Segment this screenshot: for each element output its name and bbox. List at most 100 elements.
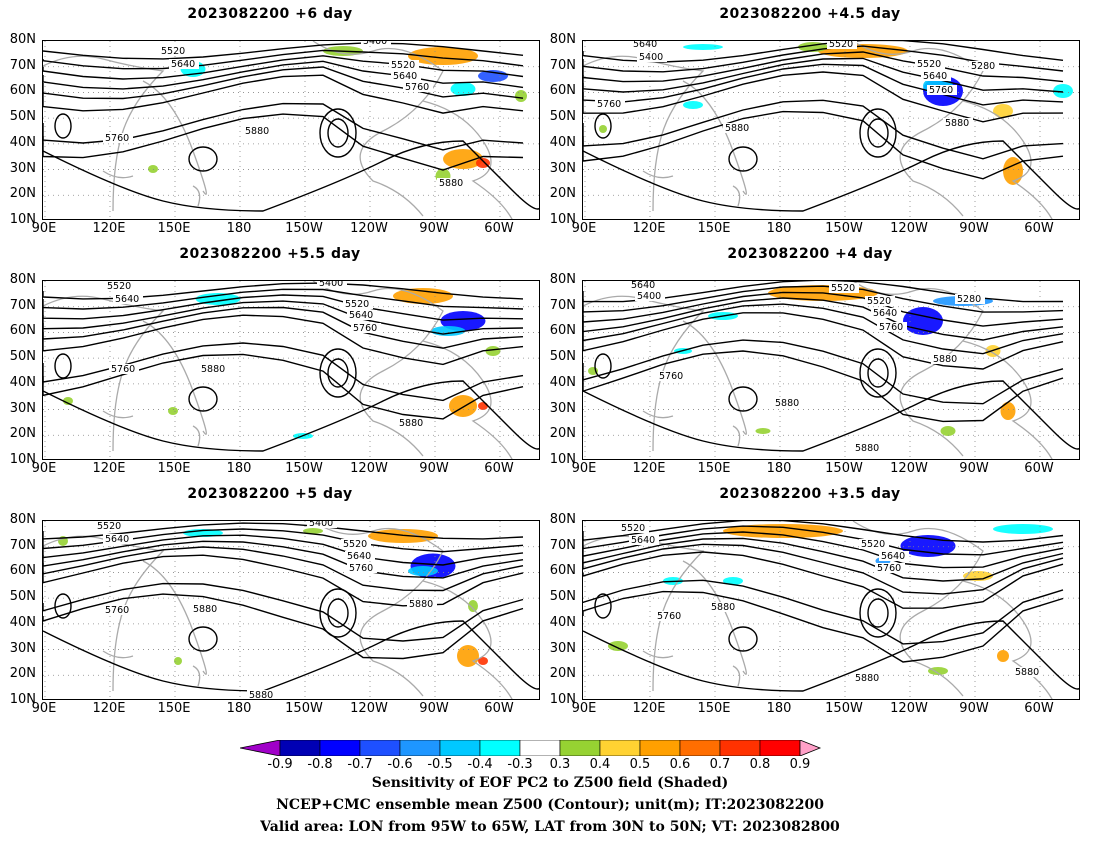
colorbar-tick-label: -0.6 [387, 757, 413, 772]
sensitivity-shading [148, 165, 158, 173]
z500-contour [583, 543, 1064, 595]
contour-label-bg [921, 71, 951, 81]
colorbar-tick-label: -0.5 [427, 757, 453, 772]
contour-label: 5520 [829, 41, 853, 50]
sensitivity-shading [168, 407, 178, 415]
contour-label: 5400 [363, 41, 387, 47]
contour-label-bg [629, 535, 659, 545]
contour-label: 5760 [349, 563, 373, 574]
contour-label: 5880 [855, 443, 879, 454]
z500-contour [583, 537, 1064, 582]
lat-tick-label: 40N [549, 614, 576, 630]
lat-tick-label: 60N [549, 563, 576, 579]
z500-contour [583, 57, 1064, 93]
lon-tick-label: 150W [825, 221, 863, 236]
contour-label-bg [389, 60, 419, 70]
contour-label: 5520 [861, 539, 885, 550]
contour-label: 5640 [881, 551, 905, 562]
z500-contour [43, 582, 524, 642]
coastline [962, 580, 1053, 699]
z500-closed-contour [594, 113, 612, 139]
lon-tick-label: 150E [697, 701, 731, 716]
lat-tick-label: 10N [9, 212, 36, 227]
z500-contour [583, 99, 1064, 160]
contour-label: 5760 [105, 605, 129, 616]
z500-contour [583, 590, 1064, 663]
contour-label: 5400 [319, 281, 343, 289]
colorbar-segment [679, 740, 721, 756]
contour-label-bg [637, 52, 667, 62]
contour-label: 5880 [249, 690, 273, 700]
lon-tick-label: 120W [890, 701, 928, 716]
contour-label-bg [247, 690, 277, 699]
contour-label-bg [927, 85, 957, 95]
coastline [142, 560, 207, 675]
colorbar [240, 740, 822, 756]
sensitivity-shading [457, 645, 479, 667]
z500-closed-contour [327, 358, 349, 388]
z500-contour [583, 71, 1064, 123]
lat-tick-label: 30N [549, 400, 576, 416]
contour-label: 5640 [115, 294, 139, 305]
lat-tick-label: 70N [549, 57, 576, 73]
contour-label: 5640 [873, 308, 897, 319]
sensitivity-shading [608, 641, 628, 651]
lat-tick-label: 60N [9, 323, 36, 339]
contour-label: 5280 [971, 61, 995, 72]
lat-tick-label: 50N [9, 589, 36, 605]
contour-label: 5760 [657, 611, 681, 622]
coastline [312, 521, 444, 697]
lat-tick-label: 30N [549, 640, 576, 656]
z500-contour [583, 63, 1064, 106]
sensitivity-shading [468, 600, 478, 612]
contour-label-bg [347, 310, 377, 320]
lon-tick-label: 90E [571, 701, 597, 716]
contour-label: 5880 [725, 123, 749, 134]
z500-contour [43, 546, 524, 592]
coastline [642, 170, 741, 207]
contour-label-bg [943, 118, 973, 128]
contour-label-bg [1013, 667, 1043, 677]
contour-label: 5640 [633, 41, 657, 50]
colorbar-tick-label: -0.7 [347, 757, 373, 772]
contour-label-bg [95, 521, 125, 531]
z500-contour [43, 593, 524, 660]
z500-contour [583, 579, 1064, 645]
z500-contour [583, 51, 1064, 83]
z500-contour [43, 49, 524, 70]
z500-contour [583, 41, 1064, 63]
coastline [142, 320, 207, 435]
sensitivity-shading [450, 82, 476, 96]
colorbar-segment [479, 740, 521, 756]
z500-closed-contour [859, 108, 897, 158]
contour-label: 5880 [245, 126, 269, 137]
lat-tick-label: 50N [9, 109, 36, 125]
coastline [642, 650, 741, 687]
sensitivity-shading [478, 402, 488, 410]
z500-closed-contour [728, 386, 758, 412]
sensitivity-shading [485, 346, 501, 356]
contour-label-bg [343, 299, 373, 309]
sensitivity-shading [928, 667, 948, 675]
z500-contour [583, 521, 1064, 543]
z500-contour [583, 285, 1064, 313]
lat-tick-label: 80N [9, 32, 36, 47]
contour-label-bg [103, 605, 133, 615]
lon-tick-label: 60W [484, 701, 514, 716]
sensitivity-shading [599, 125, 607, 133]
lon-tick-label: 120E [632, 461, 666, 476]
lon-tick-label: 180 [226, 701, 252, 716]
contour-label-bg [773, 398, 803, 408]
z500-contour [43, 620, 539, 692]
contour-label: 5880 [409, 599, 433, 610]
map-frame: 5400 5520 5640 5520 5640 5760 5880 5760 5880 5880 [42, 520, 540, 700]
z500-closed-contour [859, 588, 897, 638]
z500-contour [43, 74, 524, 114]
z500-contour [583, 620, 1079, 692]
map-frame: 5520 5640 5400 5520 5280 5640 5760 5880 5760 5880… [582, 280, 1080, 460]
lon-tick-label: 150W [285, 221, 323, 236]
lat-tick-label: 50N [549, 349, 576, 365]
lon-tick-label: 150E [157, 221, 191, 236]
